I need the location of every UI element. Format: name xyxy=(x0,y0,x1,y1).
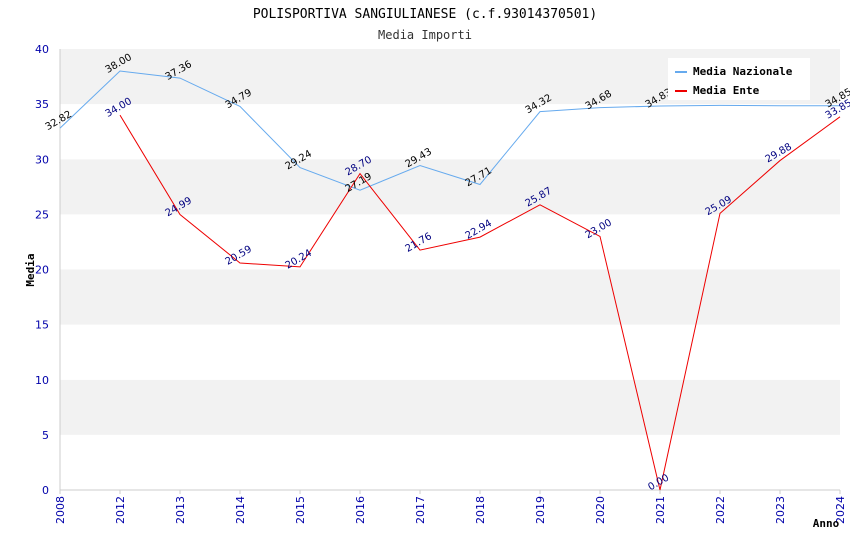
legend: Media Nazionale Media Ente xyxy=(668,58,810,100)
series-line-media-ente xyxy=(119,114,841,491)
y-tick-label: 35 xyxy=(35,98,49,111)
chart-subtitle: Media Importi xyxy=(378,28,472,42)
x-tick-label: 2019 xyxy=(534,496,547,524)
x-tick-label: 2014 xyxy=(234,496,247,524)
y-tick-label: 25 xyxy=(35,208,49,221)
x-tick-label: 2015 xyxy=(294,496,307,524)
grid-band xyxy=(60,269,840,325)
y-tick-label: 40 xyxy=(35,43,49,56)
legend-label-media-nazionale: Media Nazionale xyxy=(693,65,793,78)
grid-band xyxy=(60,159,840,215)
x-tick-label: 2022 xyxy=(714,496,727,524)
x-tick-label: 2021 xyxy=(654,496,667,524)
grid-band xyxy=(60,324,840,380)
y-tick-label: 15 xyxy=(35,319,49,332)
x-tick-label: 2024 xyxy=(834,496,847,524)
y-axis-title: Media xyxy=(24,253,37,286)
chart-title: POLISPORTIVA SANGIULIANESE (c.f.93014370… xyxy=(253,7,597,22)
y-tick-label: 20 xyxy=(35,264,49,277)
grid-band xyxy=(60,104,840,160)
grid-band xyxy=(60,214,840,270)
series-line-media-nazionale xyxy=(59,70,840,191)
x-tick-label: 2016 xyxy=(354,496,367,524)
legend-label-media-ente: Media Ente xyxy=(693,84,760,97)
x-tick-label: 2013 xyxy=(174,496,187,524)
axes xyxy=(59,49,840,491)
x-tick-label: 2008 xyxy=(54,496,67,524)
grid-band xyxy=(60,379,840,435)
x-tick-labels: 2008 2012 2013 2014 2015 2016 2017 2018 2019 2020… xyxy=(54,490,847,524)
x-tick-label: 2020 xyxy=(594,496,607,524)
x-tick-label: 2023 xyxy=(774,496,787,524)
y-tick-label: 10 xyxy=(35,374,49,387)
x-axis-title: Anno xyxy=(813,517,840,530)
y-tick-label: 0 xyxy=(42,484,49,497)
legend-box xyxy=(668,58,810,100)
x-tick-label: 2012 xyxy=(114,496,127,524)
grid-band xyxy=(60,434,840,490)
series-lines xyxy=(59,70,841,491)
y-tick-label: 30 xyxy=(35,153,49,166)
grid-bands xyxy=(60,49,840,490)
y-tick-label: 5 xyxy=(42,429,49,442)
y-tick-labels: 0 5 10 15 20 25 30 35 40 xyxy=(35,43,49,497)
x-tick-label: 2017 xyxy=(414,496,427,524)
x-tick-label: 2018 xyxy=(474,496,487,524)
